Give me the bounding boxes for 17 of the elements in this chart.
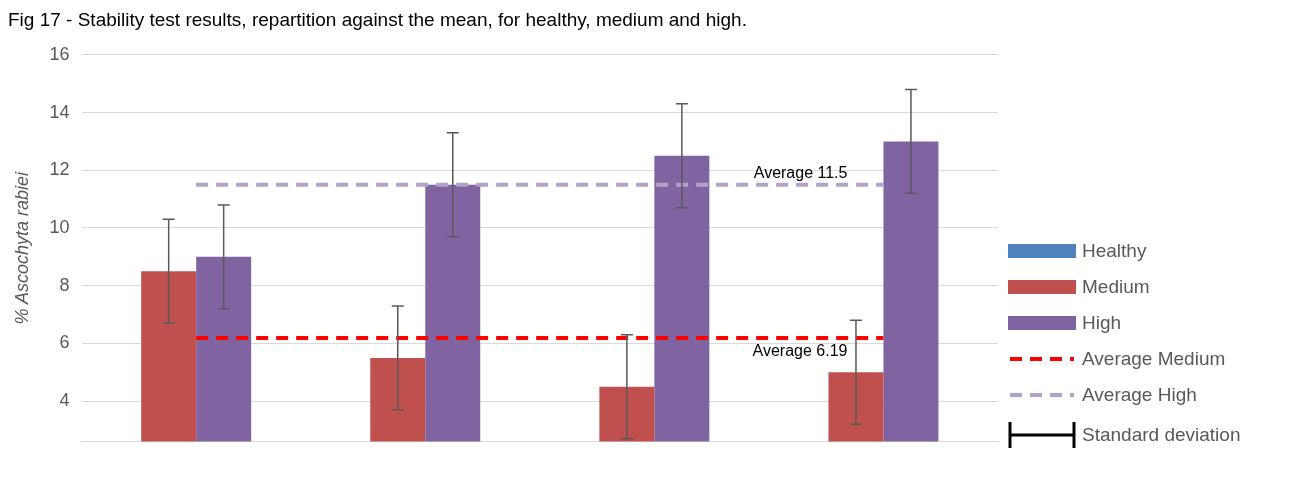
y-tick-label: 12: [49, 159, 70, 180]
chart-title: Fig 17 - Stability test results, repartition against the mean, for healthy, medium and high.: [8, 8, 748, 32]
y-tick-label: 8: [59, 274, 70, 295]
y-axis-title: % Ascochyta rabiei: [11, 171, 32, 325]
legend-label: Healthy: [1082, 240, 1147, 262]
annotation: Average 11.5: [753, 164, 848, 182]
y-tick-label: 16: [49, 43, 70, 64]
text: Standard deviation: [1082, 424, 1241, 446]
y-tick-label: 10: [49, 216, 70, 237]
y-tick-label: 4: [59, 390, 70, 411]
legend-label: High: [1082, 312, 1122, 334]
legend-label: Average High: [1082, 384, 1197, 406]
y-tick-label: 6: [59, 332, 70, 353]
annotation: Average 6.19: [752, 342, 848, 360]
legend-label: Medium: [1082, 276, 1150, 298]
legend-label: Average Medium: [1082, 348, 1226, 370]
y-tick-label: 14: [49, 101, 70, 122]
